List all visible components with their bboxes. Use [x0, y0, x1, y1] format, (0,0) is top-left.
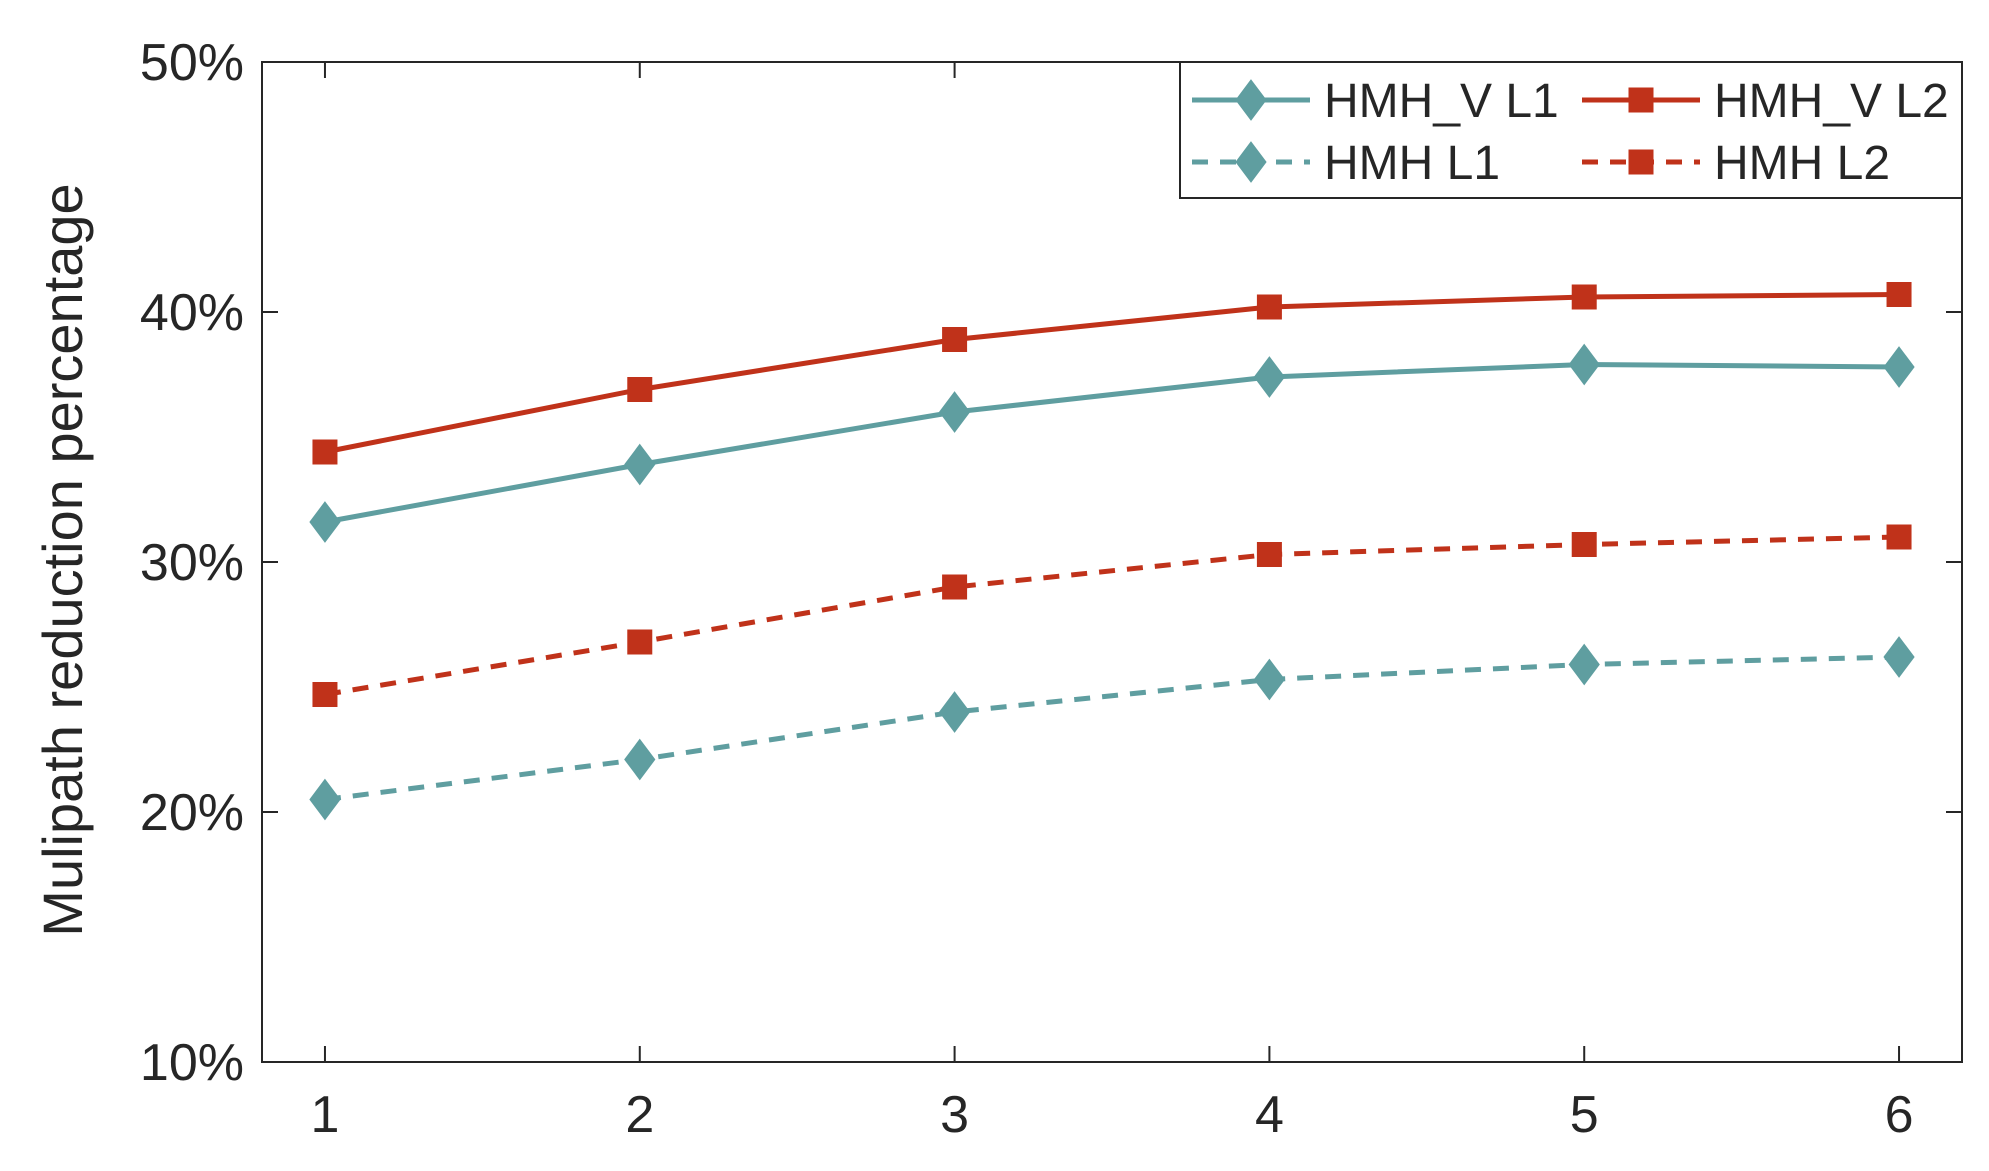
data-point-hmh-v-l2	[1886, 282, 1912, 307]
y-tick-label: 50%	[140, 34, 244, 92]
legend-label-hmh-v-l1: HMH_V L1	[1324, 75, 1559, 128]
series-line-hmh-v-l1	[324, 362, 1900, 525]
y-tick-label: 40%	[140, 284, 244, 342]
legend-label-hmh-l2: HMH L2	[1714, 137, 1890, 190]
data-point-hmh-v-l2	[942, 327, 968, 352]
x-tick-label: 1	[311, 1086, 340, 1144]
y-tick-label: 30%	[140, 534, 244, 592]
series-line-hmh-l2	[324, 534, 1900, 697]
data-point-hmh-l1	[624, 738, 656, 781]
data-point-hmh-l2	[942, 574, 968, 600]
data-point-hmh-v-l2	[1571, 284, 1597, 310]
data-point-hmh-v-l2	[627, 377, 653, 402]
data-point-hmh-v-l1	[1883, 346, 1915, 388]
y-tick-label: 20%	[140, 784, 244, 842]
legend-label-hmh-v-l2: HMH_V L2	[1714, 75, 1949, 128]
axes-group: 10% 20% 30% 40% 50% 1 2 3 4 5 6	[140, 34, 1963, 1144]
data-point-hmh-l2	[1256, 542, 1282, 567]
legend-marker-hmh-l1	[1235, 141, 1267, 183]
data-point-hmh-l1	[1253, 658, 1286, 701]
data-point-hmh-l2	[1886, 524, 1912, 550]
x-tick-label: 6	[1885, 1086, 1914, 1144]
data-point-hmh-l1	[938, 691, 971, 733]
data-point-hmh-l1	[1883, 636, 1915, 678]
y-axis-label: Mulipath reduction percentage	[31, 183, 94, 936]
y-tick-label: 10%	[140, 1034, 244, 1092]
data-point-hmh-l2	[1571, 532, 1597, 557]
data-point-hmh-v-l1	[309, 501, 341, 543]
series-line-hmh-v-l2	[324, 292, 1900, 455]
legend-marker-hmh-v-l2	[1628, 87, 1654, 113]
data-point-hmh-l1	[1568, 643, 1600, 686]
series-group	[309, 282, 1915, 821]
data-point-hmh-v-l1	[624, 443, 656, 486]
data-point-hmh-v-l2	[312, 439, 338, 465]
x-tick-label: 3	[940, 1086, 969, 1144]
data-point-hmh-v-l2	[1256, 294, 1282, 320]
data-point-hmh-v-l1	[1568, 343, 1600, 386]
data-point-hmh-v-l1	[1253, 356, 1286, 398]
data-point-hmh-l1	[309, 778, 341, 821]
legend-marker-hmh-v-l1	[1235, 79, 1267, 121]
data-point-hmh-l2	[312, 682, 338, 707]
x-tick-label: 2	[625, 1086, 654, 1144]
x-tick-label: 5	[1570, 1086, 1599, 1144]
legend-label-hmh-l1: HMH L1	[1324, 137, 1500, 190]
legend: HMH_V L1 HMH_V L2 HMH L1 HMH L2	[1179, 61, 1963, 199]
series-line-hmh-l1	[324, 654, 1900, 802]
x-tick-label: 4	[1255, 1086, 1284, 1144]
data-point-hmh-l2	[627, 629, 653, 655]
data-point-hmh-v-l1	[938, 391, 971, 433]
legend-marker-hmh-l2	[1628, 149, 1654, 175]
legend-box	[1179, 61, 1963, 199]
